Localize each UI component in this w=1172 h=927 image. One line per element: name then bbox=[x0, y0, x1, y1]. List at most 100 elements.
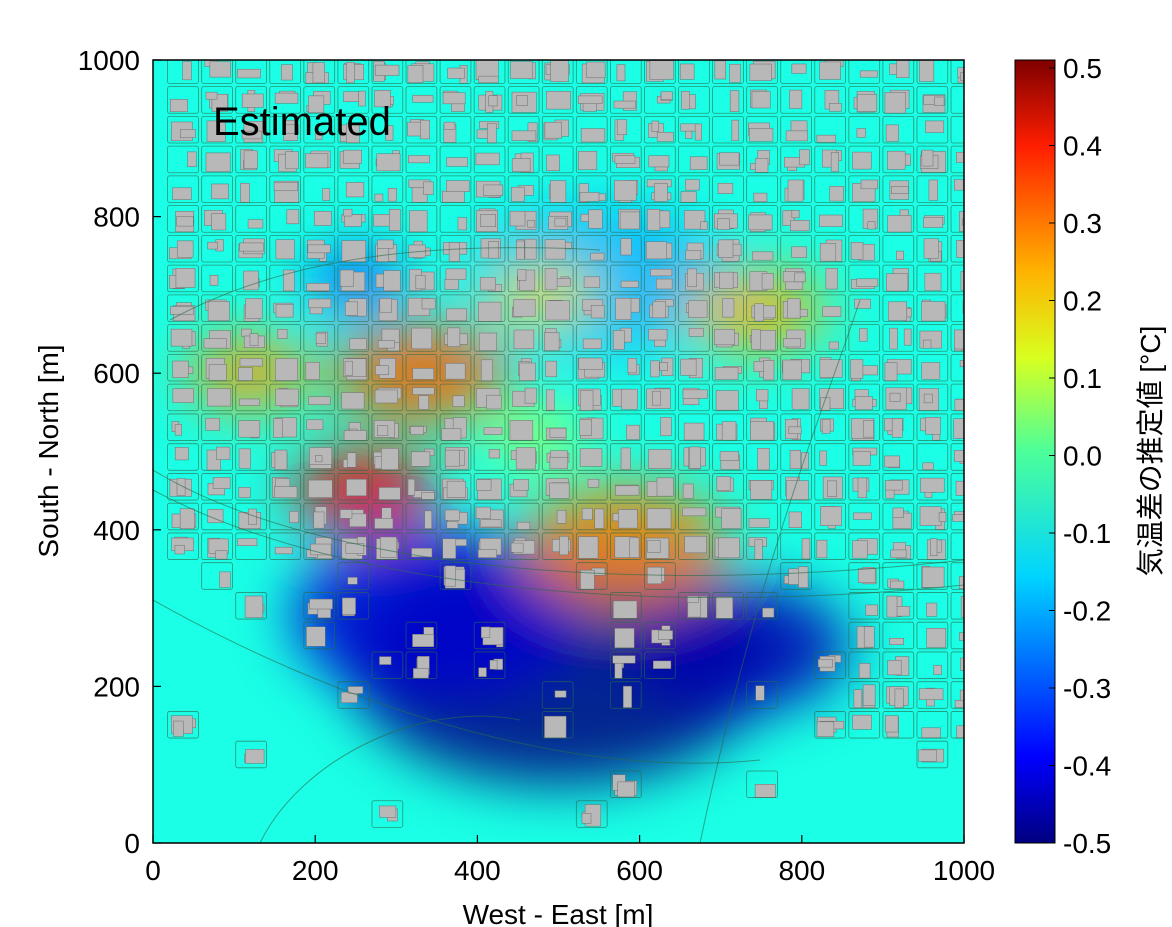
building bbox=[799, 149, 810, 166]
building bbox=[648, 449, 672, 469]
building bbox=[205, 417, 220, 431]
building bbox=[239, 398, 260, 406]
block-outline bbox=[950, 443, 964, 471]
block-outline bbox=[235, 324, 267, 352]
building bbox=[752, 251, 774, 261]
building bbox=[856, 93, 878, 112]
building bbox=[700, 221, 708, 230]
building bbox=[959, 632, 964, 641]
block-outline bbox=[746, 175, 778, 203]
building bbox=[580, 128, 606, 143]
block-outline bbox=[780, 145, 812, 174]
block-outline bbox=[167, 60, 199, 84]
road-outlines bbox=[153, 60, 964, 843]
block-outline bbox=[235, 532, 267, 560]
building bbox=[613, 600, 638, 619]
building bbox=[174, 424, 182, 436]
block-outline bbox=[814, 651, 846, 679]
block-outline bbox=[746, 443, 778, 471]
block-outline bbox=[916, 651, 949, 679]
block-outline bbox=[814, 502, 846, 531]
colorbar-tick-label: -0.5 bbox=[1063, 828, 1111, 859]
building bbox=[273, 182, 298, 191]
block-outline bbox=[235, 443, 267, 471]
building bbox=[313, 511, 325, 529]
building bbox=[659, 362, 668, 371]
y-tick-label: 800 bbox=[93, 202, 140, 233]
cold-zone-1 bbox=[290, 531, 583, 701]
block-outline bbox=[950, 86, 964, 114]
building bbox=[519, 362, 536, 381]
block-outline bbox=[882, 383, 915, 412]
block-outline bbox=[337, 175, 370, 203]
building bbox=[544, 121, 562, 139]
building bbox=[961, 218, 964, 226]
block-outline bbox=[167, 711, 199, 739]
building bbox=[211, 183, 229, 200]
block-outline bbox=[303, 383, 336, 412]
building bbox=[922, 339, 932, 349]
building bbox=[786, 480, 809, 500]
x-tick-label: 800 bbox=[778, 855, 825, 886]
building bbox=[418, 395, 429, 410]
building bbox=[513, 329, 535, 350]
block-outline bbox=[610, 383, 642, 412]
block-outline bbox=[848, 413, 881, 441]
building bbox=[444, 509, 460, 521]
block-outline bbox=[167, 205, 199, 233]
block-outline bbox=[950, 562, 964, 590]
building bbox=[345, 301, 358, 316]
building bbox=[938, 512, 947, 522]
block-outline bbox=[439, 443, 472, 471]
building bbox=[545, 389, 555, 411]
building bbox=[377, 425, 389, 436]
block-outline bbox=[371, 234, 404, 263]
block-outline bbox=[746, 60, 778, 84]
building bbox=[546, 154, 560, 172]
building bbox=[884, 362, 898, 382]
building bbox=[176, 240, 194, 258]
building bbox=[926, 628, 947, 648]
building bbox=[860, 179, 879, 190]
building bbox=[748, 518, 770, 528]
building bbox=[285, 151, 299, 170]
block-outline bbox=[473, 502, 506, 531]
building bbox=[620, 280, 639, 288]
building bbox=[620, 447, 631, 470]
building bbox=[791, 63, 807, 74]
block-outline bbox=[541, 264, 574, 293]
block-outline bbox=[269, 443, 302, 471]
building bbox=[964, 659, 973, 676]
block-outline bbox=[507, 264, 540, 293]
building bbox=[244, 595, 264, 618]
building bbox=[245, 749, 265, 764]
block-outline bbox=[950, 324, 964, 352]
building bbox=[729, 63, 741, 83]
block-outline bbox=[610, 234, 642, 263]
block-outline bbox=[575, 324, 608, 352]
building bbox=[926, 602, 938, 617]
building bbox=[488, 241, 499, 259]
block-outline bbox=[746, 115, 778, 144]
building bbox=[577, 95, 603, 104]
block-outline bbox=[780, 86, 812, 114]
block-outline bbox=[746, 413, 778, 441]
block-outline bbox=[269, 383, 302, 412]
building bbox=[612, 330, 625, 350]
block-outline bbox=[405, 651, 438, 679]
road-line-4 bbox=[699, 299, 861, 843]
block-outline bbox=[201, 264, 233, 293]
block-outline bbox=[575, 562, 608, 590]
road-line-1 bbox=[153, 489, 964, 599]
building bbox=[527, 220, 536, 228]
block-outline bbox=[575, 532, 608, 560]
block-outline bbox=[848, 175, 881, 203]
block-outline bbox=[269, 413, 302, 441]
building bbox=[274, 546, 293, 555]
building bbox=[650, 360, 660, 378]
building bbox=[819, 359, 843, 378]
block-outline bbox=[712, 443, 744, 471]
building bbox=[442, 538, 457, 559]
building bbox=[488, 449, 501, 459]
block-outline bbox=[235, 413, 267, 441]
